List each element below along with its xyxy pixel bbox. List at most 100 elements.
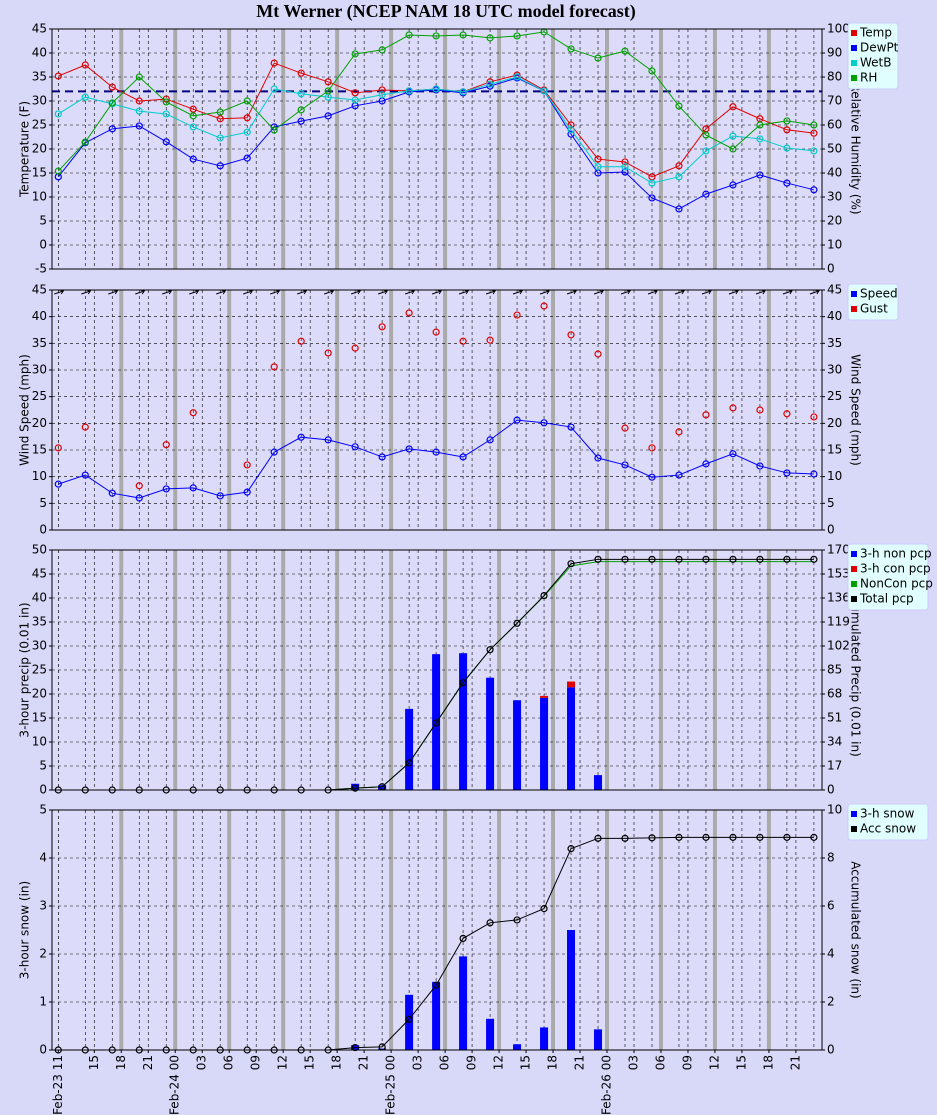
x-tick-label: 21 [573, 1055, 587, 1070]
marker [351, 89, 359, 97]
legend [847, 283, 899, 321]
marker [162, 138, 170, 146]
marker [756, 171, 764, 179]
legend-label: WetB [860, 56, 891, 70]
x-tick-label: 06 [222, 1055, 236, 1070]
y-tick-label: 10 [32, 469, 47, 483]
marker [324, 87, 332, 95]
marker [189, 123, 197, 131]
marker [702, 411, 710, 419]
marker [648, 834, 656, 842]
x-tick-label: 09 [249, 1055, 263, 1070]
y2-tick-label: 70 [827, 94, 842, 108]
y2-tick-label: 119 [827, 615, 850, 629]
y-tick-label: 5 [39, 803, 47, 817]
y2-tick-label: 15 [827, 443, 842, 457]
marker [378, 46, 386, 54]
marker [216, 108, 224, 116]
y-tick-label: 50 [32, 543, 47, 557]
chart-title: Mt Werner (NCEP NAM 18 UTC model forecas… [256, 1, 635, 22]
marker [243, 461, 251, 469]
y2-tick-label: 100 [827, 22, 850, 36]
marker [648, 444, 656, 452]
marker [54, 480, 62, 488]
marker [756, 462, 764, 470]
marker [810, 186, 818, 194]
marker [162, 98, 170, 106]
marker [567, 845, 575, 853]
marker [729, 833, 737, 841]
marker [189, 105, 197, 113]
marker [162, 485, 170, 493]
y-tick-label: 45 [32, 283, 47, 297]
y2-tick-label: 80 [827, 70, 842, 84]
marker [756, 121, 764, 129]
marker [486, 336, 494, 344]
marker [297, 106, 305, 114]
marker [351, 96, 359, 104]
y-tick-label: 25 [32, 118, 47, 132]
marker [783, 469, 791, 477]
y2-tick-label: 0 [827, 783, 835, 797]
y2-tick-label: 90 [827, 46, 842, 60]
marker [729, 404, 737, 412]
marker [459, 934, 467, 943]
legend-swatch [851, 30, 857, 36]
y2-tick-label: 51 [827, 711, 842, 725]
y2-tick-label: 8 [827, 851, 835, 865]
marker [378, 323, 386, 331]
marker [486, 919, 494, 927]
marker [810, 833, 818, 841]
marker [108, 489, 116, 497]
y2-tick-label: 0 [827, 262, 835, 276]
x-tick-label: 12 [492, 1055, 506, 1070]
legend-swatch [851, 566, 857, 572]
marker [594, 834, 602, 842]
marker [810, 555, 818, 563]
marker [648, 67, 656, 75]
marker [729, 145, 737, 153]
marker [729, 555, 737, 563]
y-tick-label: 10 [32, 735, 47, 749]
marker [810, 470, 818, 478]
y-tick-label: 0 [39, 238, 47, 252]
x-tick-label: 12 [276, 1055, 290, 1070]
y2-tick-label: 85 [827, 663, 842, 677]
legend-label: NonCon pcp [860, 577, 933, 591]
y-tick-label: 30 [32, 94, 47, 108]
marker [486, 80, 494, 88]
x-tick-label: 09 [465, 1055, 479, 1070]
marker [783, 117, 791, 125]
series-line [58, 419, 814, 499]
marker [675, 833, 683, 841]
marker [432, 328, 440, 336]
y-tick-label: 10 [32, 190, 47, 204]
marker [270, 363, 278, 371]
marker [135, 97, 143, 105]
x-tick-label: 15 [303, 1055, 317, 1070]
marker [702, 460, 710, 468]
y-tick-label: 35 [32, 336, 47, 350]
marker [432, 719, 440, 727]
y2-tick-label: 17 [827, 759, 842, 773]
y2-tick-label: 102 [827, 639, 850, 653]
bar [378, 785, 387, 790]
marker [594, 555, 602, 563]
marker [351, 1043, 359, 1052]
marker [702, 190, 710, 198]
marker [405, 445, 413, 453]
marker [405, 31, 413, 39]
marker [162, 441, 170, 449]
y-tick-label: 40 [32, 309, 47, 323]
bar [567, 687, 576, 790]
marker [594, 163, 602, 171]
x-tick-label: 03 [195, 1055, 209, 1070]
y2-tick-label: 153 [827, 567, 850, 581]
marker [243, 488, 251, 496]
x-tick-label: 15 [734, 1055, 748, 1070]
y2-tick-label: 45 [827, 283, 842, 297]
x-tick-label: 18 [761, 1055, 775, 1070]
marker [351, 784, 359, 792]
marker [513, 619, 521, 627]
